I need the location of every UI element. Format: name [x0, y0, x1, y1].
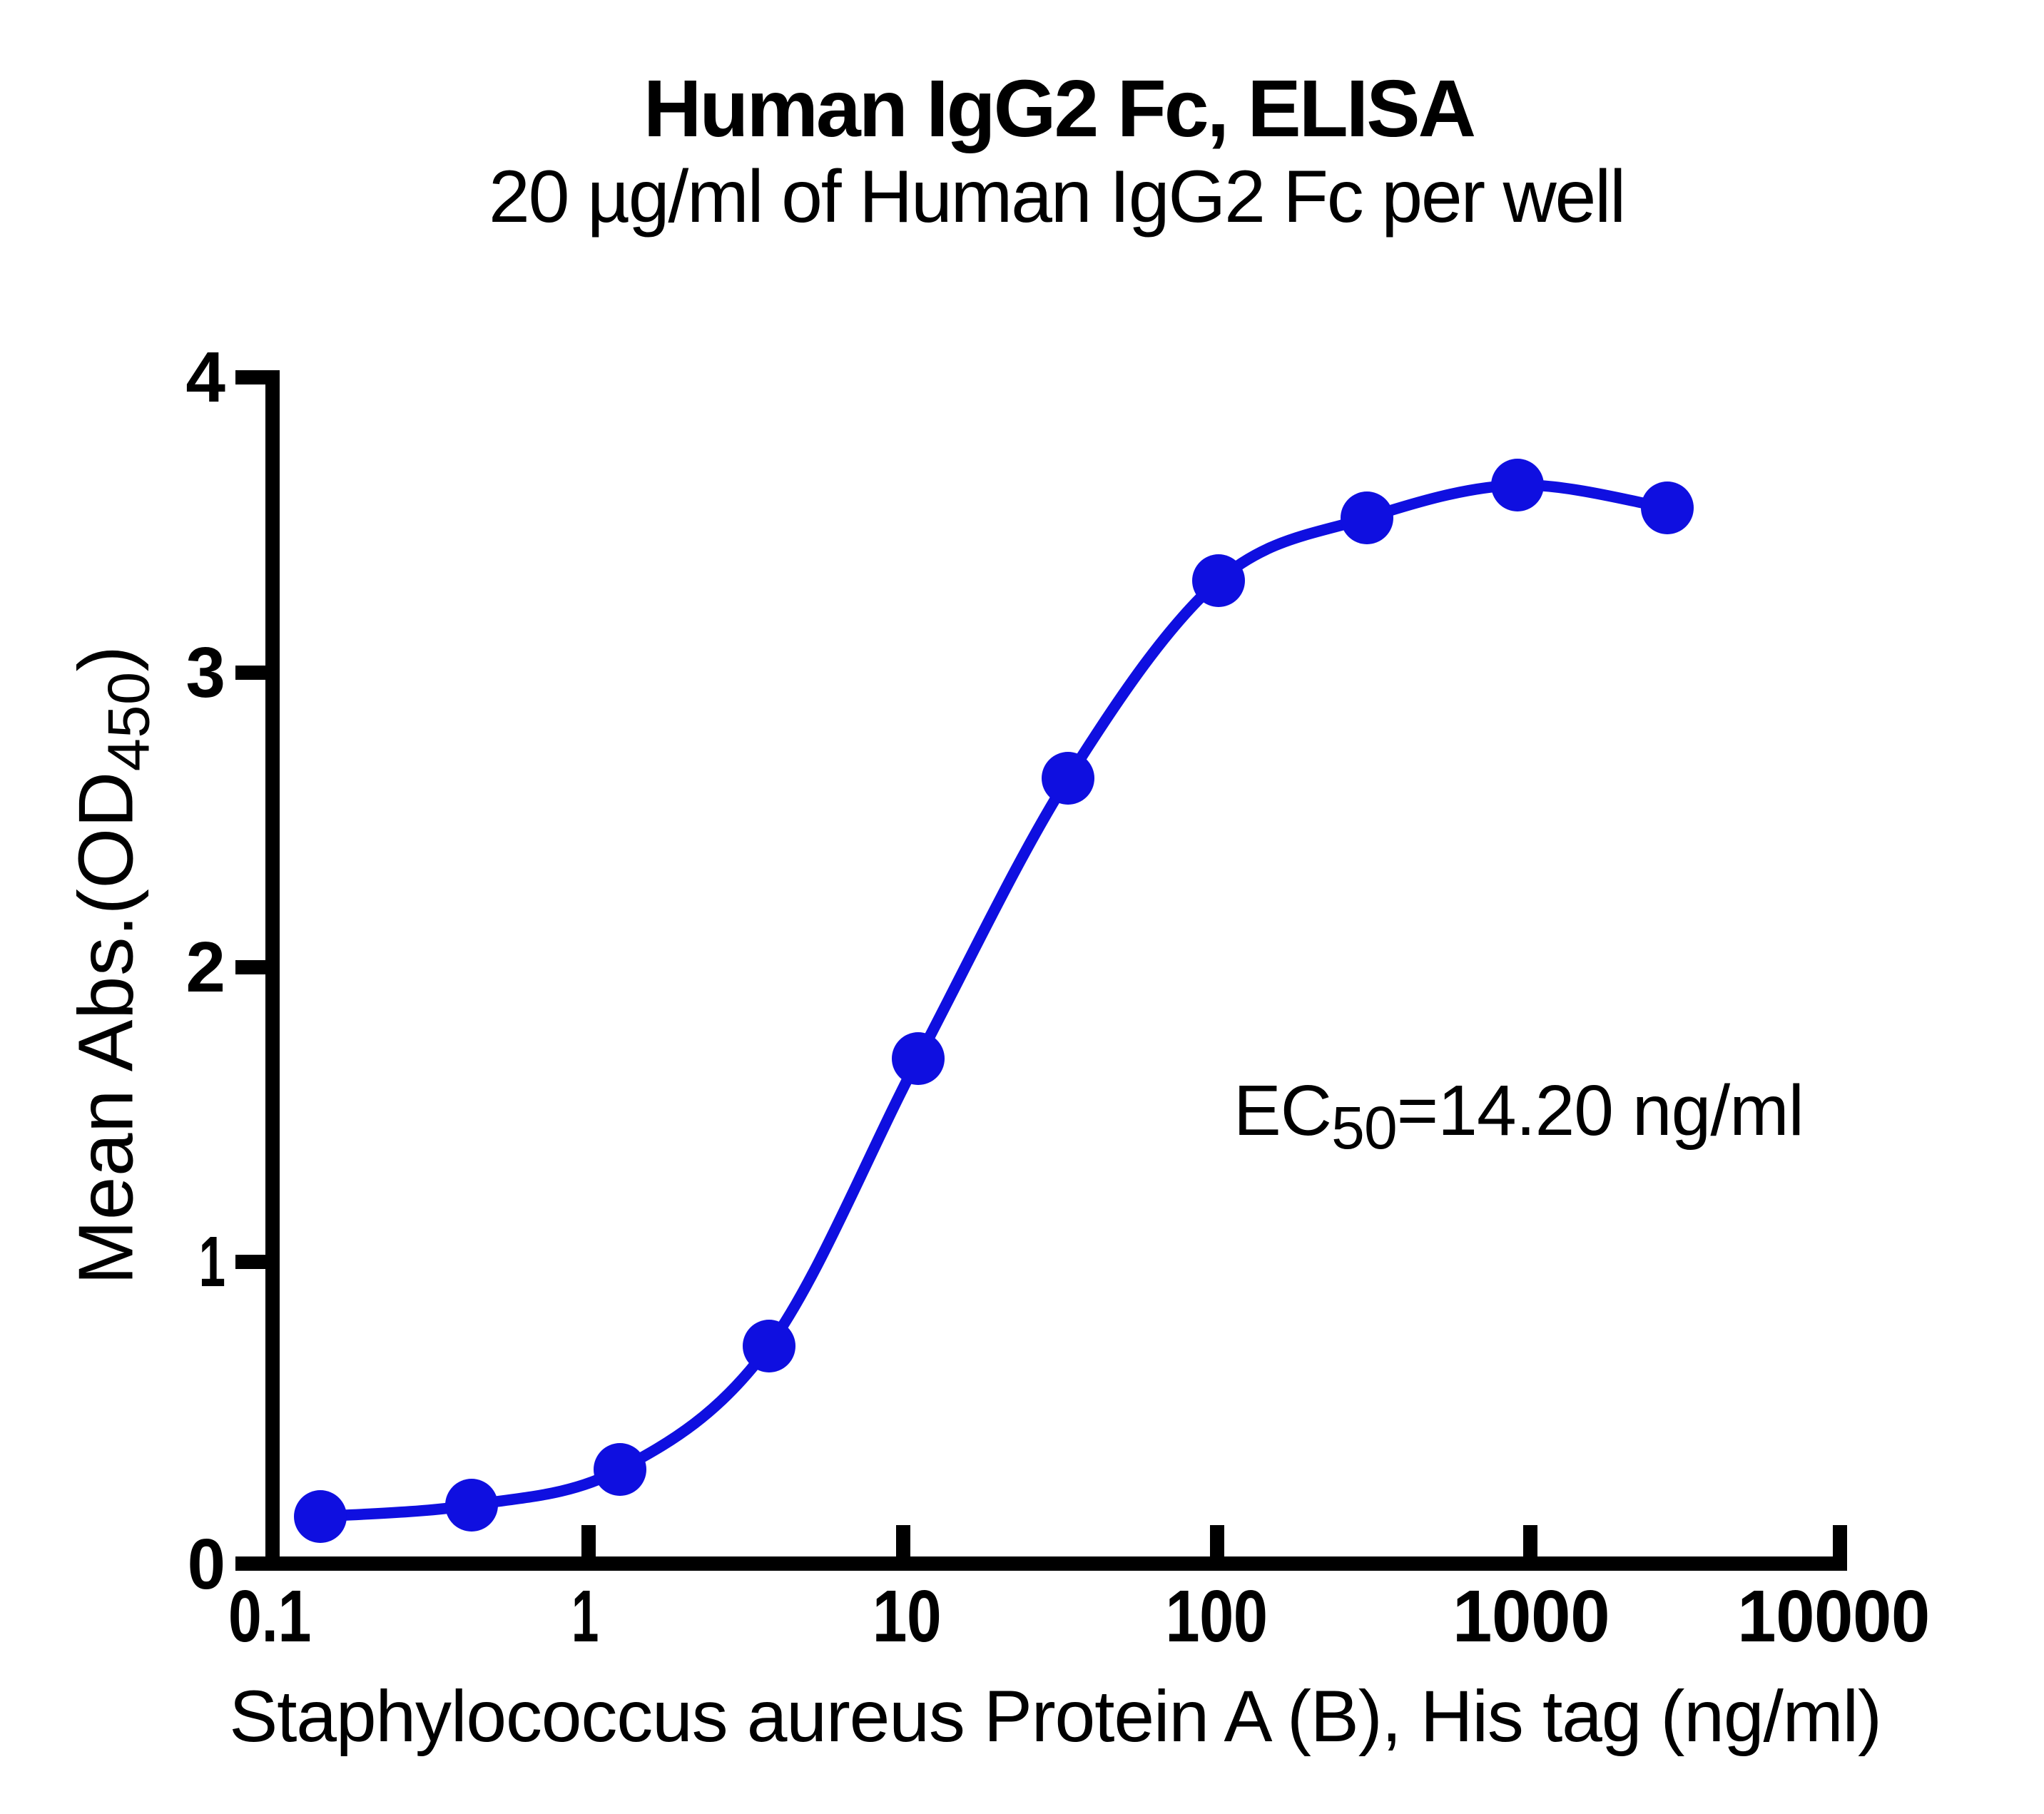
svg-text:20 µg/ml of Human IgG2 Fc per: 20 µg/ml of Human IgG2 Fc per well: [489, 156, 1624, 238]
svg-text:Staphylococcus aureus Protein: Staphylococcus aureus Protein A (B), His…: [229, 1676, 1881, 1757]
svg-text:10000: 10000: [1737, 1576, 1930, 1658]
svg-text:0.1: 0.1: [228, 1575, 311, 1657]
svg-text:3: 3: [185, 633, 225, 713]
svg-text:100: 100: [1165, 1576, 1267, 1658]
svg-text:1: 1: [571, 1575, 599, 1657]
svg-text:10: 10: [873, 1575, 942, 1657]
svg-text:EC50=14.20 ng/ml: EC50=14.20 ng/ml: [1234, 1071, 1804, 1161]
svg-text:1: 1: [199, 1223, 225, 1303]
svg-text:Human IgG2 Fc, ELISA: Human IgG2 Fc, ELISA: [644, 63, 1475, 153]
svg-text:0: 0: [188, 1524, 225, 1604]
svg-text:2: 2: [185, 927, 225, 1007]
svg-text:4: 4: [185, 337, 225, 417]
svg-text:1000: 1000: [1453, 1575, 1610, 1658]
